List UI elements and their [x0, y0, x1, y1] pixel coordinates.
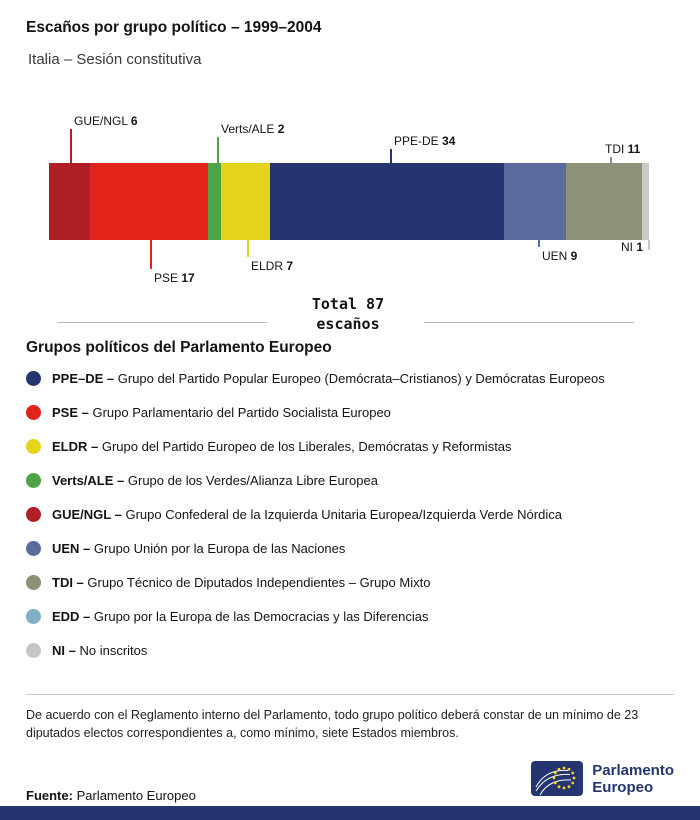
logo-wordmark: Parlamento Europeo [592, 762, 674, 796]
european-parliament-logo: Parlamento Europeo [531, 761, 674, 796]
callout-line-UEN [538, 240, 540, 247]
legend-item-UEN: UEN – Grupo Unión por la Europa de las N… [26, 541, 676, 556]
callout-line-ELDR [247, 240, 249, 257]
legend-item-label: EDD – Grupo por la Europa de las Democra… [52, 609, 429, 624]
legend-item-Verts-ALE: Verts/ALE – Grupo de los Verdes/Alianza … [26, 473, 676, 488]
legend-color-dot [26, 643, 41, 658]
legend-color-dot [26, 439, 41, 454]
bar-label-Verts-ALE: Verts/ALE 2 [221, 122, 285, 136]
legend-color-dot [26, 405, 41, 420]
bottom-accent-bar [0, 806, 700, 820]
bar-label-GUE-NGL: GUE/NGL 6 [74, 114, 138, 128]
legend-item-label: Verts/ALE – Grupo de los Verdes/Alianza … [52, 473, 378, 488]
bar-segment-UEN[interactable] [504, 163, 567, 240]
total-label: Total 87 [311, 295, 385, 313]
total-seats: Total 87 escaños [262, 294, 434, 334]
legend-heading: Grupos políticos del Parlamento Europeo [26, 339, 332, 356]
legend-item-label: GUE/NGL – Grupo Confederal de la Izquier… [52, 507, 562, 522]
bar-label-NI: NI 1 [621, 240, 644, 254]
logo-word-1: Parlamento [592, 761, 674, 779]
callout-line-GUE-NGL [70, 129, 72, 163]
source-value: Parlamento Europeo [76, 788, 196, 803]
callout-line-PSE [150, 240, 152, 269]
bar-label-PPE-DE: PPE-DE 34 [394, 134, 456, 148]
source-line: Fuente: Parlamento Europeo [26, 788, 196, 803]
callout-line-PPE-DE [390, 149, 392, 163]
legend-item-TDI: TDI – Grupo Técnico de Diputados Indepen… [26, 575, 676, 590]
bar-label-UEN: UEN 9 [542, 249, 578, 263]
bar-segment-ELDR[interactable] [221, 163, 270, 240]
legend-item-PPE-DE: PPE–DE – Grupo del Partido Popular Europ… [26, 371, 676, 386]
legend-item-label: UEN – Grupo Unión por la Europa de las N… [52, 541, 346, 556]
logo-word-2: Europeo [592, 778, 654, 796]
legend-item-label: TDI – Grupo Técnico de Diputados Indepen… [52, 575, 431, 590]
legend-item-ELDR: ELDR – Grupo del Partido Europeo de los … [26, 439, 676, 454]
bar-label-TDI: TDI 11 [605, 142, 641, 156]
legend-color-dot [26, 541, 41, 556]
bar-segment-PSE[interactable] [90, 163, 208, 240]
page-title: Escaños por grupo político – 1999–2004 [26, 19, 322, 36]
legend-item-EDD: EDD – Grupo por la Europa de las Democra… [26, 609, 676, 624]
bar-segment-NI[interactable] [642, 163, 649, 240]
bar-segment-GUE-NGL[interactable] [49, 163, 91, 240]
legend-list: PPE–DE – Grupo del Partido Popular Europ… [26, 371, 676, 677]
legend-color-dot [26, 575, 41, 590]
legend-item-NI: NI – No inscritos [26, 643, 676, 658]
footnote: De acuerdo con el Reglamento interno del… [26, 708, 639, 740]
legend-item-label: NI – No inscritos [52, 643, 148, 658]
legend-color-dot [26, 473, 41, 488]
page-subtitle: Italia – Sesión constitutiva [28, 51, 202, 68]
callout-line-TDI [610, 157, 612, 163]
bar-segment-TDI[interactable] [566, 163, 643, 240]
source-label: Fuente: [26, 788, 73, 803]
bar-label-ELDR: ELDR 7 [251, 259, 294, 273]
bar-label-PSE: PSE 17 [154, 271, 195, 285]
legend-item-label: ELDR – Grupo del Partido Europeo de los … [52, 439, 512, 454]
legend-color-dot [26, 507, 41, 522]
legend-item-GUE-NGL: GUE/NGL – Grupo Confederal de la Izquier… [26, 507, 676, 522]
legend-color-dot [26, 609, 41, 624]
callout-line-Verts-ALE [217, 137, 219, 163]
legend-item-PSE: PSE – Grupo Parlamentario del Partido So… [26, 405, 676, 420]
bar-segment-Verts-ALE[interactable] [207, 163, 222, 240]
legend-item-label: PPE–DE – Grupo del Partido Popular Europ… [52, 371, 605, 386]
eu-parliament-logo-icon [531, 761, 584, 796]
total-rule-left [57, 322, 267, 323]
legend-color-dot [26, 371, 41, 386]
bar-segment-PPE-DE[interactable] [269, 163, 505, 240]
legend-item-label: PSE – Grupo Parlamentario del Partido So… [52, 405, 391, 420]
total-rule-right [424, 322, 634, 323]
total-sublabel: escaños [316, 315, 380, 333]
callout-line-NI [648, 240, 650, 250]
footer-divider [26, 694, 674, 695]
